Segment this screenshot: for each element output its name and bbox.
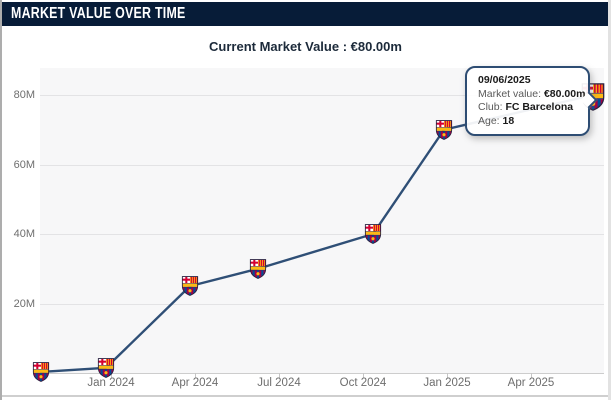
x-axis-label: Apr 2025 (507, 377, 555, 389)
x-axis-line (40, 373, 604, 374)
barcelona-crest-icon (249, 259, 267, 279)
data-point-marker[interactable] (364, 224, 382, 244)
x-axis-tick (447, 373, 448, 378)
data-point-marker[interactable] (97, 358, 115, 378)
x-axis-tick (111, 373, 112, 378)
tooltip-market-value-row: Market value: €80.00m (478, 87, 585, 102)
tooltip-market-value: €80.00m (543, 87, 586, 100)
tooltip-club-label: Club: (478, 101, 503, 113)
y-axis-label: 40M (13, 228, 35, 240)
section-title: MARKET VALUE OVER TIME (11, 5, 186, 22)
x-axis-tick (363, 373, 364, 378)
tooltip-date: 09/06/2025 (478, 74, 531, 86)
tooltip-market-value-label: Market value: (478, 87, 542, 100)
page-border-right (608, 0, 611, 400)
page-border-bottom (2, 395, 608, 397)
tooltip-age: 18 (502, 114, 515, 127)
page-border-left (0, 0, 2, 400)
barcelona-crest-icon (97, 358, 115, 378)
tooltip: 09/06/2025 Market value: €80.00m Club: F… (465, 66, 590, 136)
tooltip-age-row: Age: 18 (478, 115, 579, 129)
barcelona-crest-icon (364, 224, 382, 244)
barcelona-crest-icon (181, 276, 199, 296)
y-axis-label: 80M (13, 89, 35, 101)
tooltip-club-row: Club: FC Barcelona (478, 101, 579, 115)
tooltip-age-label: Age: (478, 114, 500, 127)
x-axis-tick (279, 373, 280, 378)
x-axis-label: Apr 2024 (171, 377, 219, 389)
tooltip-club: FC Barcelona (505, 101, 574, 113)
x-axis-label: Jan 2025 (423, 377, 471, 389)
gridline (40, 234, 604, 235)
data-point-marker[interactable] (249, 259, 267, 279)
x-axis-tick (195, 373, 196, 378)
data-point-marker[interactable] (435, 120, 453, 140)
gridline (40, 303, 604, 305)
x-axis-label: Oct 2024 (339, 377, 387, 389)
barcelona-crest-icon (32, 362, 50, 382)
section-header: MARKET VALUE OVER TIME (2, 2, 608, 26)
y-axis-label: 20M (13, 297, 35, 310)
x-axis-tick (531, 373, 532, 378)
current-market-value-text: Current Market Value : €80.00m (209, 39, 402, 54)
y-axis-label: 60M (13, 158, 35, 171)
x-axis-label: Jul 2024 (257, 377, 301, 389)
barcelona-crest-icon (435, 120, 453, 140)
gridline (40, 164, 604, 166)
x-axis-label: Jan 2024 (87, 377, 135, 389)
data-point-marker[interactable] (181, 276, 199, 296)
data-point-marker[interactable] (32, 362, 50, 382)
